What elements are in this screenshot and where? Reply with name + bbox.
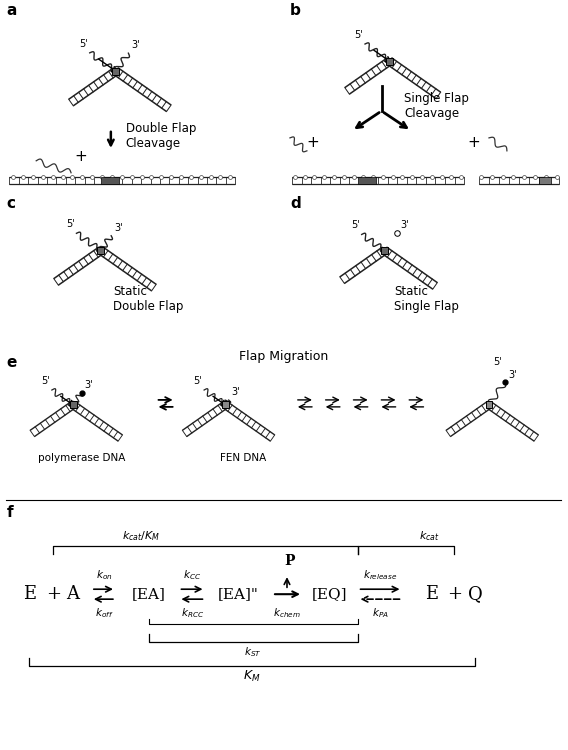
Text: 5': 5' <box>354 30 363 40</box>
Text: Flap Migration: Flap Migration <box>239 350 329 363</box>
Bar <box>98 247 105 254</box>
Text: a: a <box>6 4 16 19</box>
Text: +: + <box>45 585 61 603</box>
Text: P: P <box>285 554 295 568</box>
Text: $k_{on}$: $k_{on}$ <box>95 568 112 582</box>
Text: [EA]": [EA]" <box>218 587 258 602</box>
Text: c: c <box>6 196 15 211</box>
Bar <box>358 177 375 184</box>
Text: A: A <box>66 585 80 603</box>
Text: Static
Double Flap: Static Double Flap <box>113 285 183 314</box>
Bar <box>381 247 388 254</box>
Text: 3': 3' <box>85 380 93 390</box>
Text: +: + <box>467 135 481 150</box>
Bar <box>69 401 77 409</box>
Text: 3': 3' <box>508 370 516 380</box>
Text: $k_{CC}$: $k_{CC}$ <box>183 568 202 582</box>
Text: f: f <box>6 505 13 520</box>
Text: e: e <box>6 355 16 370</box>
Text: +: + <box>74 149 87 164</box>
Text: E: E <box>23 585 36 603</box>
Text: FEN DNA: FEN DNA <box>220 453 266 463</box>
Bar <box>386 58 393 64</box>
Text: $k_{RCC}$: $k_{RCC}$ <box>181 606 204 620</box>
Bar <box>539 177 551 184</box>
Text: Double Flap
Cleavage: Double Flap Cleavage <box>126 122 196 150</box>
Text: $k_{ST}$: $k_{ST}$ <box>244 645 262 658</box>
Text: 5': 5' <box>351 220 360 230</box>
Text: Static
Single Flap: Static Single Flap <box>394 285 460 314</box>
Text: [EQ]: [EQ] <box>312 587 348 602</box>
Text: $k_{release}$: $k_{release}$ <box>364 568 398 582</box>
Text: 3': 3' <box>131 40 140 50</box>
Text: 5': 5' <box>79 39 87 49</box>
Text: d: d <box>290 196 300 211</box>
Text: +: + <box>446 585 462 603</box>
Text: 5': 5' <box>193 376 202 386</box>
Text: +: + <box>307 135 319 150</box>
Text: Q: Q <box>467 585 482 603</box>
Bar <box>112 68 119 74</box>
Text: $k_{cat}/K_M$: $k_{cat}/K_M$ <box>122 530 160 543</box>
Text: $k_{off}$: $k_{off}$ <box>95 606 113 620</box>
Text: 3': 3' <box>400 220 408 230</box>
Text: $k_{chem}$: $k_{chem}$ <box>273 606 301 620</box>
Text: 5': 5' <box>41 376 50 386</box>
Text: $k_{PA}$: $k_{PA}$ <box>372 606 389 620</box>
Bar <box>486 401 492 409</box>
Bar <box>101 177 119 184</box>
Text: [EA]: [EA] <box>132 587 166 602</box>
Text: b: b <box>290 4 301 19</box>
Text: 5': 5' <box>493 357 502 367</box>
Bar <box>222 401 229 409</box>
Text: 5': 5' <box>66 219 74 230</box>
Text: polymerase DNA: polymerase DNA <box>38 453 126 463</box>
Text: 3': 3' <box>232 387 240 397</box>
Text: $K_M$: $K_M$ <box>244 669 261 684</box>
Text: $k_{cat}$: $k_{cat}$ <box>419 530 440 543</box>
Text: Single Flap
Cleavage: Single Flap Cleavage <box>404 92 469 120</box>
Text: 3': 3' <box>114 223 123 232</box>
Text: E: E <box>425 585 438 603</box>
